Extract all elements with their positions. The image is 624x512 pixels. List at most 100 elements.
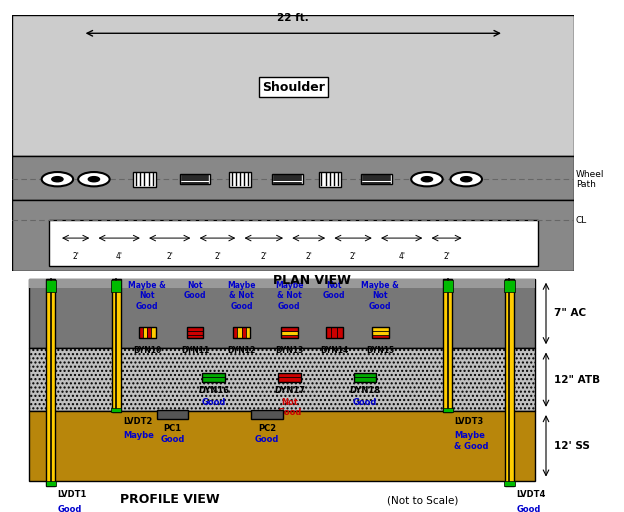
Bar [354, 373, 376, 382]
Bar [49, 220, 538, 266]
Text: Maybe
& Not
Good: Maybe & Not Good [227, 281, 256, 311]
Bar [281, 331, 298, 335]
Text: 2': 2' [260, 252, 267, 261]
Bar [326, 327, 331, 338]
Text: Maybe
& Not
Good: Maybe & Not Good [275, 281, 304, 311]
Text: DYN14: DYN14 [320, 346, 348, 355]
Circle shape [89, 177, 100, 182]
Circle shape [52, 177, 63, 182]
Bar [354, 373, 376, 377]
Bar [46, 279, 55, 485]
Bar [180, 174, 210, 184]
Text: LVDT1: LVDT1 [57, 490, 87, 499]
Bar [372, 335, 389, 338]
Bar [272, 174, 303, 184]
Bar [354, 377, 376, 382]
Circle shape [421, 177, 432, 182]
Text: Good: Good [57, 505, 82, 512]
Text: 2': 2' [443, 252, 450, 261]
Bar [372, 331, 389, 335]
Circle shape [42, 172, 73, 186]
Bar [187, 327, 203, 338]
Circle shape [451, 172, 482, 186]
Circle shape [78, 172, 110, 186]
Text: LVDT3: LVDT3 [454, 417, 484, 426]
Bar [152, 327, 155, 338]
Bar [133, 172, 155, 187]
Text: PC1: PC1 [163, 424, 182, 433]
Bar [372, 327, 389, 338]
Text: Good: Good [353, 398, 378, 407]
Bar [228, 172, 251, 187]
Bar [278, 373, 301, 377]
Bar [29, 279, 535, 348]
Bar [505, 279, 514, 485]
Text: 2': 2' [72, 252, 79, 261]
Circle shape [411, 172, 442, 186]
Text: Shoulder: Shoulder [262, 80, 324, 94]
Bar [12, 15, 574, 156]
Text: DYN11: DYN11 [181, 346, 209, 355]
Bar [29, 348, 535, 411]
Bar [29, 279, 535, 288]
Bar [12, 156, 574, 200]
Text: 2': 2' [166, 252, 173, 261]
Text: Wheel
Path: Wheel Path [576, 169, 605, 189]
Text: DYN12: DYN12 [228, 346, 256, 355]
Text: 4': 4' [115, 252, 123, 261]
Text: Maybe
& Good: Maybe & Good [454, 432, 489, 451]
Text: Good: Good [516, 505, 540, 512]
Bar [237, 327, 241, 338]
Bar [46, 481, 56, 485]
Bar [202, 373, 225, 377]
Text: DYN18: DYN18 [349, 386, 381, 395]
Bar [361, 174, 392, 184]
Text: DYN15: DYN15 [366, 346, 394, 355]
Bar [12, 200, 574, 271]
Bar [187, 331, 203, 335]
Text: 7" AC: 7" AC [555, 308, 587, 318]
Text: PROFILE VIEW: PROFILE VIEW [120, 493, 220, 506]
Bar [504, 481, 515, 485]
Bar [29, 411, 535, 481]
Bar [187, 327, 203, 331]
Bar [372, 327, 389, 331]
Bar [202, 373, 225, 382]
Text: 12' SS: 12' SS [555, 441, 590, 451]
Text: Not
Good: Not Good [277, 398, 301, 417]
Text: (Not to Scale): (Not to Scale) [387, 496, 458, 506]
Bar [331, 327, 337, 338]
Bar [157, 410, 188, 419]
Bar [326, 327, 343, 338]
Text: Good: Good [202, 398, 226, 407]
Bar [281, 327, 298, 338]
Text: Maybe: Maybe [123, 432, 154, 440]
Bar [12, 15, 574, 156]
Bar [318, 172, 341, 187]
Text: PLAN VIEW: PLAN VIEW [273, 274, 351, 287]
Bar [246, 327, 250, 338]
Circle shape [461, 177, 472, 182]
Bar [337, 327, 343, 338]
Text: 4': 4' [398, 252, 405, 261]
Text: Not
Good: Not Good [323, 281, 346, 301]
Text: LVDT2: LVDT2 [123, 417, 152, 426]
Bar [147, 327, 152, 338]
Bar [46, 280, 56, 292]
Text: 2': 2' [214, 252, 221, 261]
Text: Maybe &
Not
Good: Maybe & Not Good [129, 281, 166, 311]
Text: 22 ft.: 22 ft. [278, 13, 309, 23]
Bar [281, 327, 298, 331]
Bar [504, 280, 515, 292]
Bar [442, 280, 453, 292]
Bar [187, 335, 203, 338]
Bar [241, 327, 246, 338]
Text: 12" ATB: 12" ATB [555, 375, 600, 385]
Bar [111, 408, 122, 412]
Text: Good: Good [255, 435, 279, 444]
Text: LVDT4: LVDT4 [516, 490, 545, 499]
Text: Good: Good [160, 435, 185, 444]
Text: PC2: PC2 [258, 424, 276, 433]
Bar [442, 408, 453, 412]
Bar [139, 327, 156, 338]
